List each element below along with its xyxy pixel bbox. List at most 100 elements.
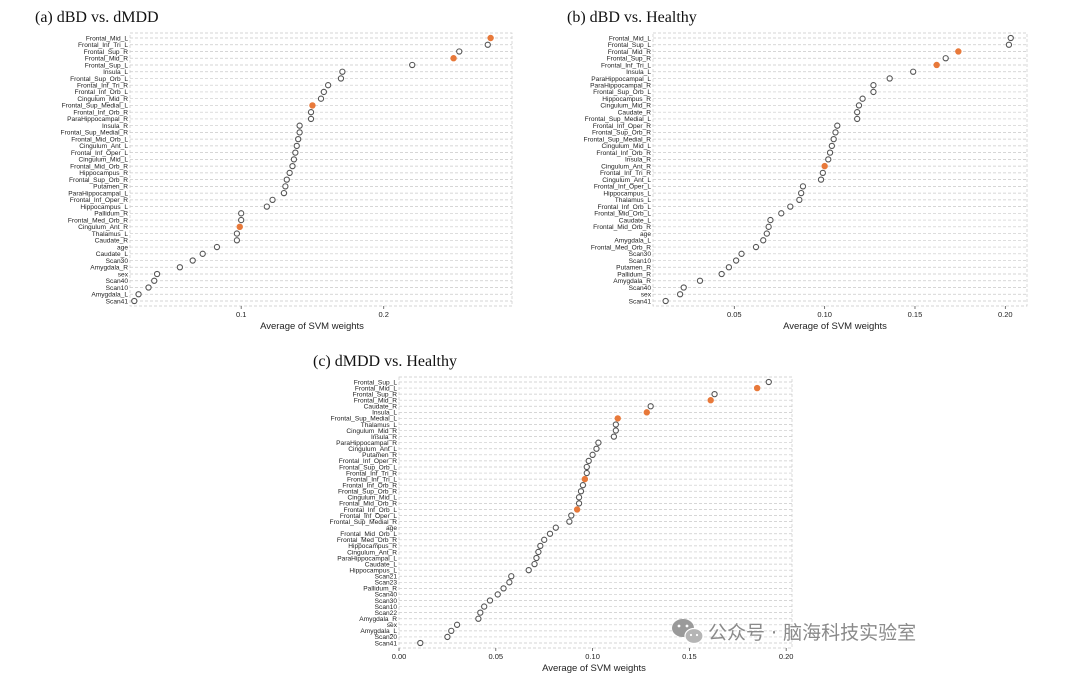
category-label: Frontal_Inf_Orb_R — [73, 109, 128, 116]
category-label: Frontal_Sup_L — [608, 42, 652, 49]
category-label: Frontal_Sup_Orb_R — [592, 130, 651, 137]
data-point — [486, 597, 494, 604]
category-label: Caudate_L — [365, 561, 398, 568]
data-point-highlighted — [581, 475, 589, 483]
category-label: Scan22 — [375, 610, 398, 617]
category-label: sex — [641, 292, 652, 299]
data-point — [546, 530, 554, 537]
category-label: Frontal_Sup_R — [607, 56, 652, 63]
category-label: Hippocampus_R — [348, 543, 397, 550]
data-point — [286, 169, 293, 177]
category-label: Frontal_Sup_Medial_R — [584, 136, 652, 143]
data-point — [444, 633, 451, 641]
data-point-highlighted — [821, 162, 828, 170]
data-point — [577, 488, 585, 495]
category-label: Frontal_Inf_Tri_L — [78, 42, 128, 49]
data-point — [307, 115, 315, 123]
data-point — [307, 109, 315, 116]
category-label: Cingulum_Mid_L — [348, 495, 398, 502]
data-point-highlighted — [643, 409, 651, 416]
data-point — [1007, 34, 1014, 42]
category-label: Caudate_L — [619, 217, 652, 224]
data-point — [339, 68, 346, 75]
category-label: Frontal_Inf_Orb_R — [342, 482, 397, 489]
category-label: Frontal_Sup_Medial_L — [331, 416, 398, 423]
category-label: Cingulum_Mid_R — [77, 96, 128, 103]
category-label: Caudate_L — [96, 251, 129, 258]
category-label: Frontal_Mid_Orb_L — [340, 531, 397, 538]
category-label: Cingulum_Ant_R — [601, 163, 651, 170]
category-label: Frontal_Mid_Orb_L — [71, 136, 128, 143]
data-point — [595, 439, 602, 446]
data-point-highlighted — [933, 61, 940, 69]
data-point — [819, 169, 826, 177]
data-point — [481, 603, 488, 610]
data-point — [417, 639, 424, 647]
category-label: Insula_R — [625, 157, 651, 164]
category-label: Scan20 — [375, 634, 398, 641]
data-point — [718, 270, 725, 278]
data-point — [796, 196, 803, 203]
data-point — [575, 500, 583, 507]
data-point — [725, 264, 733, 271]
category-label: Hippocampus_R — [79, 170, 128, 177]
category-label: Cingulum_Ant_R — [78, 224, 128, 231]
category-label: Pallidum_R — [94, 211, 128, 218]
category-label: Frontal_Inf_Oper_L — [594, 184, 652, 191]
data-point — [263, 203, 270, 210]
category-label: Putamen_R — [93, 184, 128, 191]
x-tick-label: 0.2 — [378, 310, 388, 319]
wechat-icon — [672, 619, 704, 645]
data-point — [826, 149, 834, 156]
data-point — [832, 129, 839, 136]
data-point — [825, 156, 832, 163]
category-label: ParaHippocampal_L — [591, 76, 651, 83]
category-label: Frontal_Sup_Medial_L — [62, 103, 129, 110]
category-label: Caudate_R — [95, 238, 129, 245]
category-label: Frontal_Sup_L — [354, 379, 398, 386]
category-label: Insula_L — [103, 69, 128, 76]
data-point — [453, 621, 461, 628]
data-point — [535, 548, 542, 556]
category-label: Frontal_Sup_Orb_L — [593, 89, 651, 96]
data-point — [798, 189, 805, 197]
category-label: Insula_R — [102, 123, 128, 130]
category-label: Amygdala_L — [91, 292, 128, 299]
data-point — [456, 48, 463, 55]
category-label: Frontal_Sup_R — [353, 391, 398, 398]
x-tick-label: 0.05 — [727, 310, 742, 319]
data-point — [238, 210, 245, 217]
data-point — [799, 183, 807, 190]
category-label: Scan30 — [106, 258, 129, 265]
category-label: Frontal_Med_Orb_R — [591, 244, 651, 251]
data-point — [533, 554, 540, 562]
category-label: Pallidum_R — [363, 586, 397, 593]
data-point — [870, 82, 877, 89]
data-point — [752, 243, 760, 251]
category-label: Scan41 — [375, 640, 398, 647]
category-label: Frontal_Inf_Oper_L — [71, 150, 129, 157]
category-label: Insula_L — [372, 410, 397, 417]
plot-frame-a — [129, 32, 513, 307]
category-label: Amygdala_R — [359, 616, 397, 623]
category-label: ParaHippocampal_R — [67, 116, 128, 123]
data-point — [585, 457, 592, 465]
data-point — [531, 560, 538, 568]
x-tick-label: 0.05 — [488, 652, 503, 661]
category-label: Frontal_Mid_Orb_R — [339, 501, 397, 508]
data-point — [859, 95, 866, 102]
category-label: Frontal_Mid_Orb_R — [70, 163, 128, 170]
data-point — [828, 142, 836, 150]
category-label: Frontal_Sup_Orb_R — [69, 177, 128, 184]
data-point-highlighted — [707, 397, 714, 404]
category-label: Scan41 — [629, 298, 652, 305]
category-label: Cingulum_Mid_L — [602, 143, 652, 150]
data-point — [295, 136, 302, 143]
data-point — [680, 284, 687, 291]
category-label: Cingulum_Ant_R — [347, 549, 397, 556]
category-label: Frontal_Inf_Orb_R — [596, 150, 651, 157]
x-tick-label: 0.10 — [817, 310, 832, 319]
x-tick-label: 0.20 — [998, 310, 1013, 319]
data-point — [583, 469, 590, 477]
data-point — [910, 68, 917, 75]
